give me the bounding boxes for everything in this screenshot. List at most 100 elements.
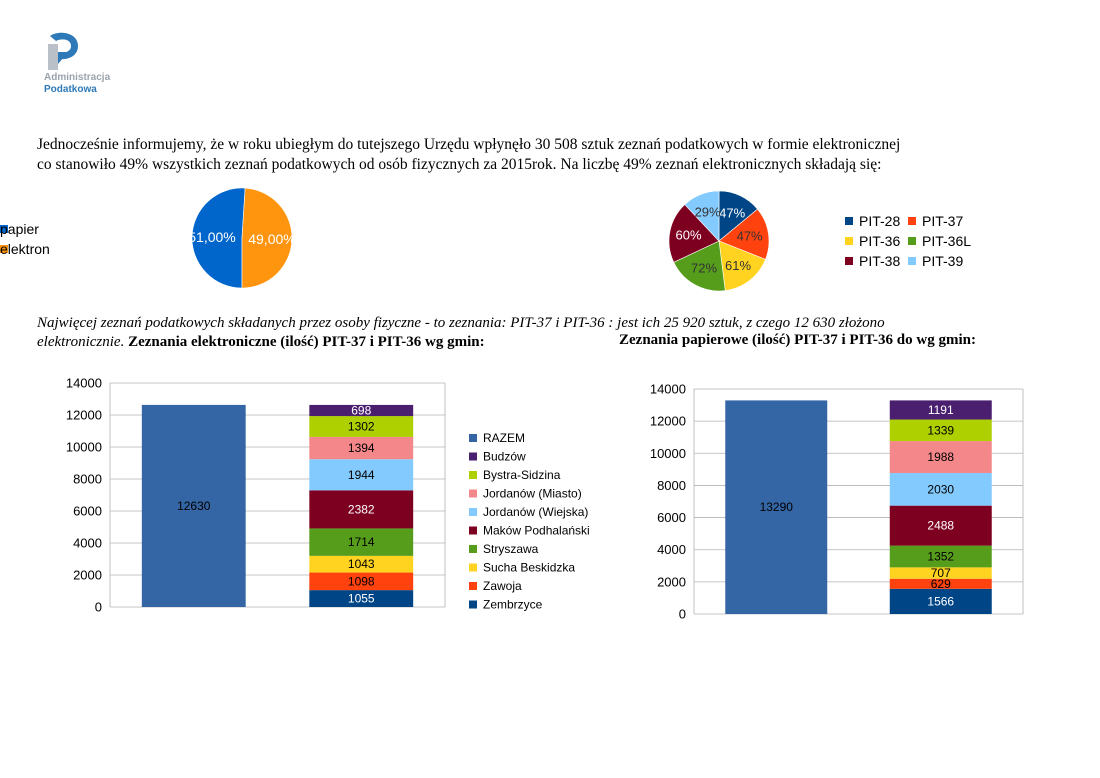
legend-swatch-electronic-5	[469, 526, 477, 535]
bar-segment-label-electronic-1: 1098	[348, 574, 375, 588]
bar-segment-label-paper-0: 1566	[927, 594, 954, 608]
bar-segment-label-paper-3: 1352	[927, 549, 954, 563]
legend-label-electronic-8: Zawoja	[483, 579, 522, 593]
y-tick-label-paper-10000: 10000	[650, 446, 686, 461]
legend-label-pit_forms-5: PIT-39	[922, 253, 963, 269]
pie-slice-share-1	[241, 187, 293, 289]
pie-data-label-pit_forms-3: 72%	[691, 261, 717, 276]
bar-segment-label-electronic-4: 2382	[348, 502, 375, 516]
y-tick-label-paper-0: 0	[679, 607, 686, 622]
logo-line-1: Administracja	[44, 72, 111, 83]
bar-segment-label-paper-7: 1339	[927, 423, 954, 437]
y-tick-label-electronic-2000: 2000	[73, 568, 102, 583]
legend-label-pit_forms-3: PIT-36L	[922, 233, 971, 249]
y-tick-label-electronic-14000: 14000	[66, 376, 102, 391]
legend-swatch-pit_forms-4	[845, 257, 853, 265]
tax-administration-logo-icon	[48, 32, 78, 70]
bar-total-paper	[725, 400, 828, 614]
legend-swatch-pit_forms-1	[908, 217, 916, 225]
pie-slice-pit_forms-5	[684, 190, 720, 242]
pie-data-label-pit_forms-0: 47%	[719, 205, 745, 220]
legend-label-electronic-7: Sucha Beskidzka	[483, 561, 575, 575]
electronic-chart-heading: Zeznania elektroniczne (ilość) PIT-37 i …	[124, 334, 485, 350]
legend-label-electronic-2: Bystra-Sidzina	[483, 468, 561, 482]
legend-swatch-electronic-7	[469, 563, 477, 572]
y-tick-label-electronic-4000: 4000	[73, 536, 102, 551]
legend-swatch-electronic-4	[469, 508, 477, 516]
legend-label-electronic-1: Budzów	[483, 450, 526, 464]
legend-swatch-pit_forms-3	[908, 237, 916, 245]
bar-segment-electronic-5	[309, 459, 414, 491]
legend-label-electronic-4: Jordanów (Wiejska)	[483, 505, 588, 519]
bar-segment-electronic-4	[309, 490, 414, 529]
legend-swatch-electronic-0	[469, 434, 477, 442]
y-tick-label-electronic-8000: 8000	[73, 472, 102, 487]
bar-segment-paper-6	[889, 441, 992, 474]
legend-swatch-pit_forms-2	[845, 237, 853, 245]
bar-segment-paper-3	[889, 545, 992, 568]
legend-swatch-electronic-8	[469, 582, 477, 590]
pie-data-label-pit_forms-1: 47%	[737, 229, 763, 244]
bar-total-label-paper: 13290	[760, 500, 794, 514]
legend-label-electronic-9: Zembrzyce	[483, 598, 543, 612]
y-tick-label-paper-14000: 14000	[650, 382, 686, 397]
bar-segment-label-electronic-7: 1302	[348, 420, 375, 434]
y-tick-label-paper-12000: 12000	[650, 414, 686, 429]
logo: Administracja Podatkowa	[38, 30, 128, 100]
bar-segment-label-paper-4: 2488	[927, 519, 954, 533]
y-tick-label-electronic-6000: 6000	[73, 504, 102, 519]
bar-segment-paper-8	[889, 400, 992, 420]
legend-label-electronic-3: Jordanów (Miasto)	[483, 487, 582, 501]
bar-segment-label-paper-2: 707	[931, 566, 951, 580]
summary-italic-text: elektronicznie.	[37, 334, 125, 350]
bar-segment-paper-4	[889, 505, 992, 546]
bar-total-label-electronic: 12630	[177, 499, 211, 513]
bar-total-electronic	[141, 404, 246, 607]
y-tick-label-paper-4000: 4000	[657, 542, 686, 557]
legend-label-share-0: papier	[0, 221, 39, 237]
y-tick-label-electronic-12000: 12000	[66, 408, 102, 423]
y-tick-label-paper-2000: 2000	[657, 574, 686, 589]
bar-segment-paper-7	[889, 419, 992, 442]
bar-segment-label-electronic-6: 1394	[348, 441, 375, 455]
legend-label-electronic-0: RAZEM	[483, 431, 525, 445]
legend-swatch-pit_forms-5	[908, 257, 916, 265]
summary-paragraph-line-2: elektronicznie. Zeznania elektroniczne (…	[37, 332, 485, 352]
bar-segment-label-paper-6: 1988	[927, 450, 954, 464]
legend-swatch-electronic-2	[469, 471, 477, 479]
summary-paragraph-line-1: Najwięcej zeznań podatkowych składanych …	[37, 315, 885, 331]
pie-data-label-share-0: 51,00%	[188, 229, 235, 245]
bar-segment-electronic-7	[309, 416, 414, 437]
legend-swatch-share-0	[0, 225, 8, 233]
legend-label-pit_forms-4: PIT-38	[859, 253, 900, 269]
y-tick-label-electronic-0: 0	[95, 600, 102, 615]
pie-data-label-pit_forms-2: 61%	[725, 258, 751, 273]
bar-segment-label-paper-1: 629	[931, 577, 951, 591]
pie-slice-pit_forms-2	[718, 240, 766, 291]
bar-segment-label-paper-8: 1191	[928, 403, 954, 417]
bar-segment-electronic-2	[309, 555, 414, 573]
paper-chart-heading: Zeznania papierowe (ilość) PIT-37 i PIT-…	[619, 332, 976, 348]
bar-segment-paper-5	[889, 473, 992, 506]
y-tick-label-electronic-10000: 10000	[66, 440, 102, 455]
bar-segment-electronic-3	[309, 528, 414, 556]
pie-slice-pit_forms-4	[668, 204, 720, 263]
bar-segment-paper-1	[889, 578, 992, 589]
intro-paragraph-line-1: Jednocześnie informujemy, że w roku ubie…	[37, 136, 901, 153]
legend-label-electronic-6: Stryszawa	[483, 542, 539, 556]
legend-swatch-electronic-3	[469, 489, 477, 498]
legend-label-share-1: elektron	[0, 241, 50, 257]
pie-slice-pit_forms-3	[673, 240, 726, 292]
bar-segment-label-electronic-2: 1043	[348, 557, 375, 571]
bar-segment-label-electronic-8: 698	[351, 404, 371, 418]
pie-data-label-pit_forms-4: 60%	[676, 228, 702, 243]
legend-swatch-electronic-1	[469, 452, 477, 461]
legend-label-pit_forms-1: PIT-37	[922, 213, 963, 229]
bar-segment-electronic-6	[309, 436, 414, 460]
legend-swatch-electronic-6	[469, 545, 477, 553]
pie-data-label-share-1: 49,00%	[248, 231, 295, 247]
y-tick-label-paper-6000: 6000	[657, 510, 686, 525]
pie-slice-share-0	[191, 187, 246, 289]
legend-swatch-pit_forms-0	[845, 217, 853, 225]
bar-segment-label-paper-5: 2030	[927, 482, 954, 496]
